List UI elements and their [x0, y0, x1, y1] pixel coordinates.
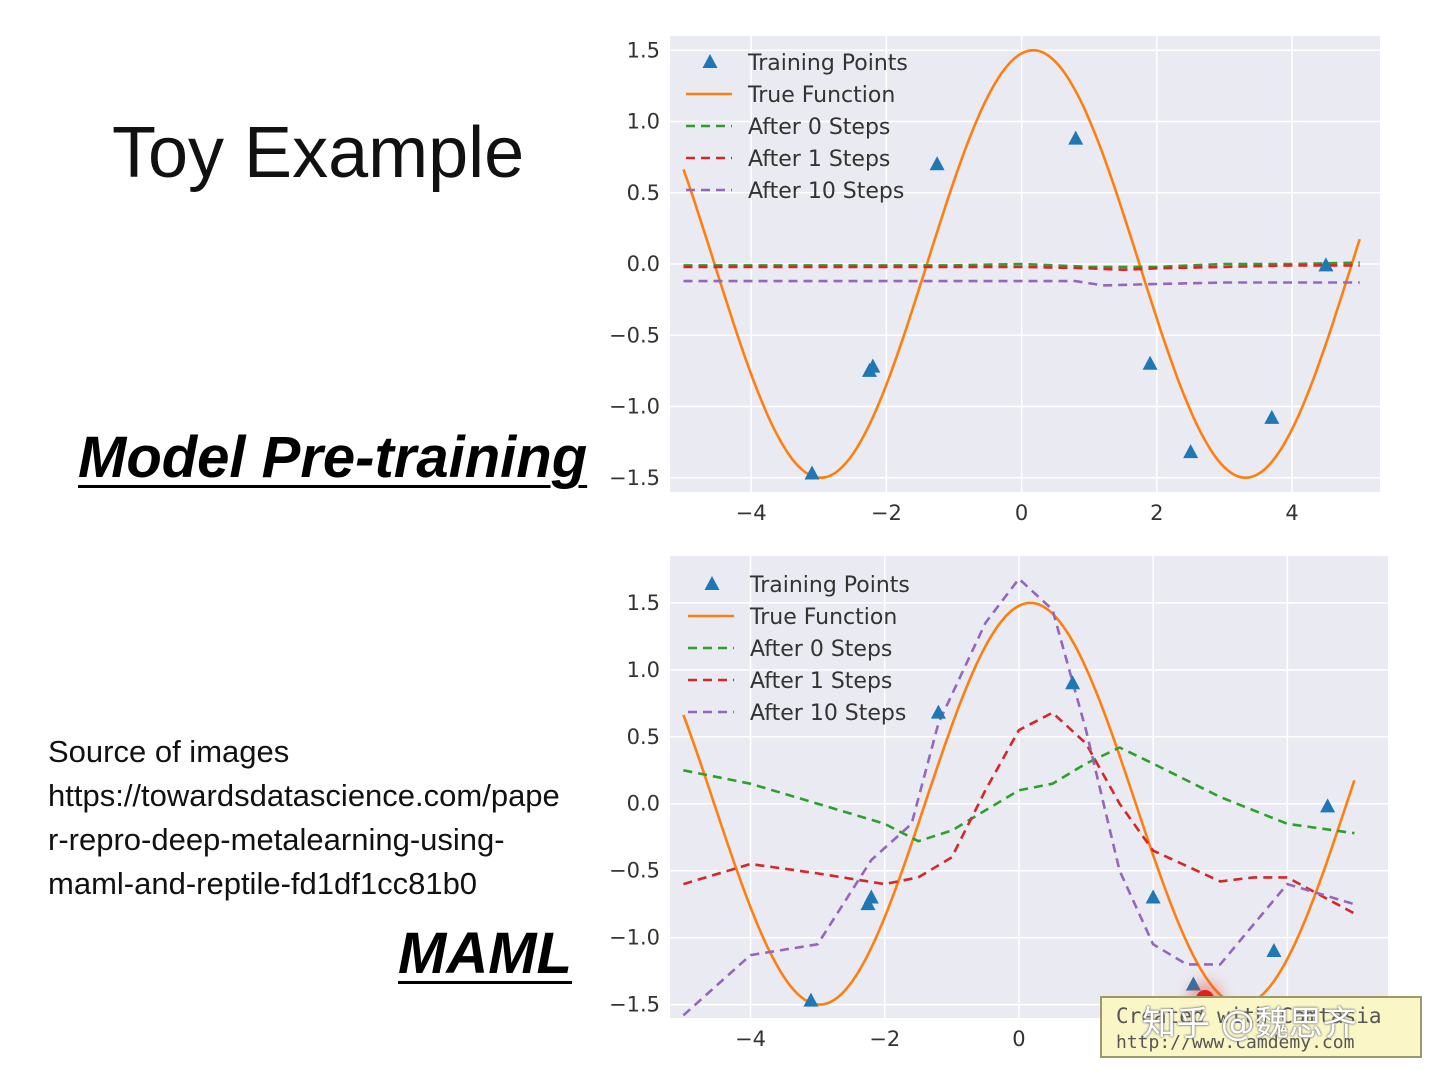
training-point [803, 992, 819, 1007]
legend-label: After 10 Steps [748, 179, 904, 204]
y-tick-label: −1.5 [609, 466, 660, 490]
plot-area [670, 556, 1388, 1018]
source-line: maml-and-reptile-fd1df1cc81b0 [48, 866, 478, 901]
y-tick-label: 1.0 [627, 110, 660, 134]
x-tick-label: −4 [735, 1027, 766, 1051]
legend-label: After 1 Steps [750, 669, 892, 694]
legend-marker [702, 54, 718, 68]
slide-title: Toy Example [112, 113, 525, 193]
watermark-line1: Created with Camtasia [1116, 1004, 1382, 1028]
source-line: https://towardsdatascience.com/pape [48, 778, 560, 813]
x-tick-label: 4 [1285, 501, 1298, 525]
y-tick-label: 0.0 [627, 252, 660, 276]
legend-label: True Function [747, 83, 895, 108]
y-tick-label: 1.5 [627, 38, 660, 62]
training-point [1142, 355, 1158, 370]
x-tick-label: −4 [736, 501, 767, 525]
training-point [1264, 409, 1280, 424]
y-tick-label: 0.5 [627, 725, 660, 749]
training-point [804, 465, 820, 480]
training-point [1320, 798, 1336, 813]
y-tick-label: −1.0 [609, 395, 660, 419]
label-maml: MAML [398, 921, 572, 986]
source-line: r-repro-deep-metalearning-using- [48, 822, 505, 857]
legend-label: True Function [749, 605, 897, 630]
y-tick-label: 1.0 [627, 658, 660, 682]
legend-label: After 0 Steps [748, 115, 890, 140]
x-tick-label: −2 [869, 1027, 900, 1051]
x-tick-label: 2 [1150, 501, 1163, 525]
label-model-pretraining: Model Pre-training [78, 425, 588, 490]
series-line-after-0-steps [683, 261, 1360, 269]
training-point [929, 156, 945, 171]
training-point [1065, 675, 1081, 690]
series-line-after-10-steps [683, 279, 1360, 287]
training-point [863, 889, 879, 904]
source-line: Source of images [48, 734, 290, 769]
training-point [865, 358, 881, 373]
series-line-true-function [682, 48, 1361, 480]
training-point [1145, 889, 1161, 904]
chart-pretraining: −4 −2 0 2 4 1.5 1.0 0.5 0.0 −0.5 −1.0 −1.5 Training … [609, 36, 1380, 525]
legend-label: Training Points [747, 51, 908, 76]
x-tick-label: 0 [1015, 501, 1028, 525]
legend-label: Training Points [749, 573, 910, 598]
series-line-after-0-steps [683, 746, 1355, 843]
y-tick-label: −0.5 [609, 859, 660, 883]
legend-label: After 10 Steps [750, 701, 906, 726]
watermark-overlay: 知乎 @魏思齐 [1142, 1004, 1357, 1044]
source-of-images: Source of images https://towardsdatascie… [48, 730, 628, 906]
training-point [1183, 444, 1199, 459]
legend-label: After 1 Steps [748, 147, 890, 172]
training-point [1318, 257, 1334, 272]
legend-label: After 0 Steps [750, 637, 892, 662]
watermark-line2: http://www.camdemy.com [1116, 1032, 1355, 1053]
series-line-after-10-steps [682, 577, 1355, 1017]
watermark: Created with Camtasia http://www.camdemy… [1100, 996, 1422, 1058]
legend-marker [704, 576, 720, 590]
x-tick-label: 0 [1012, 1027, 1025, 1051]
training-point [1266, 943, 1282, 958]
y-tick-label: −0.5 [609, 323, 660, 347]
series-line-after-1-steps [683, 264, 1360, 272]
y-tick-label: −1.5 [609, 993, 660, 1017]
training-point [1185, 976, 1201, 991]
y-tick-label: 0.5 [627, 181, 660, 205]
series-line-after-1-steps [683, 711, 1356, 915]
y-tick-label: 0.0 [627, 792, 660, 816]
x-tick-label: −2 [871, 501, 902, 525]
y-tick-label: 1.5 [627, 591, 660, 615]
y-tick-label: −1.0 [609, 926, 660, 950]
training-point [930, 704, 946, 719]
training-point [1068, 130, 1084, 145]
